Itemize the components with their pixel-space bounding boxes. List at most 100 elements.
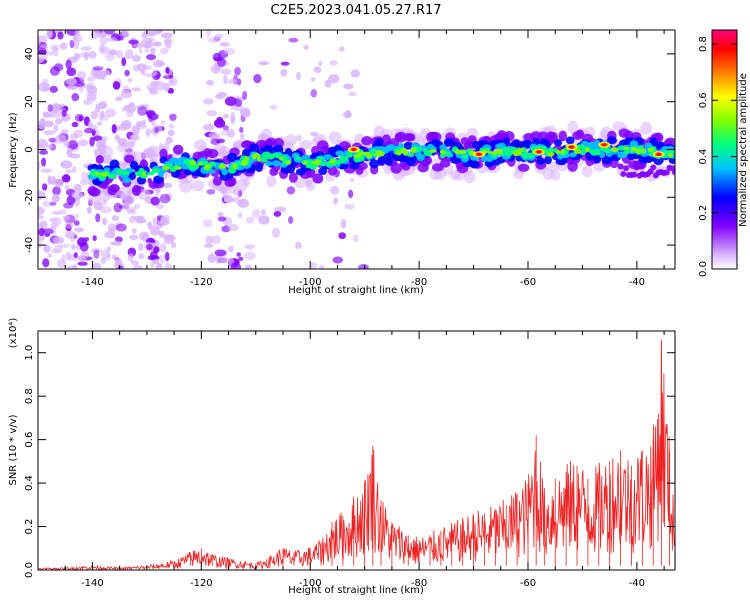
heatmap-cell: [221, 168, 229, 176]
heatmap-cell: [105, 252, 112, 261]
heatmap-cell: [155, 204, 165, 210]
heatmap-cell: [159, 47, 169, 55]
heatmap-cell: [47, 51, 54, 56]
heatmap-cell: [115, 96, 123, 102]
heatmap-cell: [213, 118, 226, 128]
heatmap-cell: [146, 243, 153, 251]
heatmap-cell: [78, 115, 83, 122]
heatmap-cell: [374, 138, 384, 147]
heatmap-cell: [88, 193, 102, 206]
y-tick-label: 0.4: [24, 475, 35, 491]
heatmap-cell: [209, 235, 222, 244]
heatmap-cell: [39, 220, 48, 230]
heatmap-cell: [47, 253, 53, 258]
heatmap-cell: [128, 101, 135, 109]
heatmap-cell: [129, 234, 139, 241]
heatmap-cell: [265, 160, 273, 167]
heatmap-cell: [51, 193, 60, 203]
heatmap-cell: [329, 185, 340, 195]
heatmap-cell: [439, 149, 446, 154]
heatmap-cell: [569, 145, 575, 149]
heatmap-cell: [138, 167, 145, 173]
heatmap-cell: [214, 249, 227, 257]
heatmap-cell: [347, 91, 357, 96]
heatmap-cell: [234, 199, 244, 204]
heatmap-cell: [603, 148, 610, 154]
heatmap-cell: [121, 57, 127, 67]
y-tick-label: 40: [24, 48, 35, 61]
colorbar-tick-label: 0.0: [698, 261, 709, 277]
heatmap-cell: [395, 149, 402, 156]
heatmap-cell: [378, 150, 385, 157]
heatmap-cell: [536, 150, 542, 154]
heatmap-cell: [236, 252, 241, 257]
heatmap-cell: [390, 162, 402, 174]
heatmap-cell: [103, 167, 111, 173]
heatmap-cell: [127, 141, 135, 149]
heatmap-cell: [80, 249, 90, 259]
heatmap-cell: [52, 46, 59, 57]
heatmap-cell: [66, 195, 76, 206]
heatmap-cell: [43, 130, 55, 136]
snr-ticks: -140 -120 -100 -80 -60 -40 0.0 0.2 0.4 0.6 0.8 1.0: [24, 331, 675, 589]
heatmap-cell: [310, 131, 319, 137]
heatmap-cell: [403, 141, 414, 150]
heatmap-cell: [128, 39, 139, 45]
heatmap-cell: [593, 154, 602, 164]
heatmap-cell: [328, 74, 340, 84]
heatmap-cell: [60, 160, 73, 169]
heatmap-cell: [208, 131, 221, 140]
snr-series-line: [38, 340, 675, 570]
heatmap-cell: [111, 215, 120, 222]
heatmap-cell: [84, 127, 94, 134]
heatmap-cell: [124, 49, 134, 60]
heatmap-cell: [138, 253, 145, 260]
colorbar-tick-label: 0.6: [698, 92, 709, 108]
heatmap-cell: [138, 243, 144, 252]
heatmap-cell: [217, 212, 224, 217]
heatmap-cell: [458, 149, 467, 155]
heatmap-cell: [343, 83, 354, 90]
heatmap-cell: [66, 67, 77, 77]
heatmap-cell: [220, 129, 230, 136]
heatmap-cell: [164, 251, 170, 262]
snr-multiplier: (x10⁴): [8, 318, 19, 349]
heatmap-cell: [169, 113, 177, 121]
heatmap-cell: [273, 138, 285, 148]
heatmap-cell: [55, 133, 66, 144]
heatmap-cell: [232, 163, 237, 170]
heatmap-cell: [73, 220, 80, 226]
heatmap-cell: [133, 264, 143, 269]
heatmap-cell: [159, 254, 165, 264]
heatmap-cell: [117, 185, 131, 199]
heatmap-cell: [54, 178, 64, 188]
heatmap-cell: [131, 260, 139, 266]
heatmap-cell: [95, 102, 108, 109]
y-tick-label: 1.0: [24, 345, 35, 361]
heatmap-cell: [147, 221, 152, 230]
heatmap-cell: [73, 213, 79, 220]
heatmap-cell: [298, 139, 313, 150]
y-tick-label: -40: [24, 237, 35, 253]
heatmap-cell: [416, 153, 426, 162]
heatmap-cell: [410, 147, 417, 154]
heatmap-cell: [154, 126, 159, 134]
heatmap-cell: [122, 177, 131, 184]
heatmap-cell: [558, 130, 568, 142]
heatmap-cell: [115, 49, 124, 59]
heatmap-cell: [104, 108, 117, 118]
heatmap-cell: [69, 39, 75, 49]
heatmap-cell: [111, 123, 117, 134]
heatmap-cell: [208, 161, 217, 167]
heatmap-cell: [210, 138, 221, 145]
heatmap-cell: [234, 195, 241, 201]
heatmap-cell: [273, 144, 284, 155]
heatmap-cell: [50, 109, 62, 119]
heatmap-cell: [48, 217, 58, 223]
heatmap-cell: [73, 183, 82, 193]
heatmap-cell: [429, 149, 437, 153]
heatmap-cell: [65, 59, 72, 70]
heatmap-cell: [91, 262, 102, 269]
heatmap-cell: [567, 120, 578, 134]
heatmap-cell: [61, 109, 67, 117]
